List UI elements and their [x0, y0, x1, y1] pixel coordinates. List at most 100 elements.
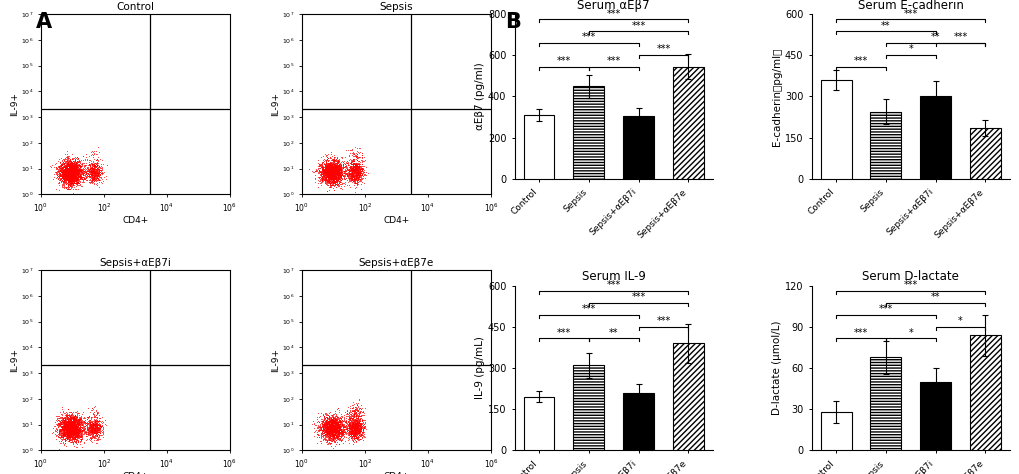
Point: [90, 165, 106, 173]
Point: [68, 159, 85, 167]
Point: [350, 423, 366, 430]
Point: [63, 178, 79, 185]
Point: [317, 164, 333, 172]
Point: [351, 145, 367, 152]
Point: [58, 420, 74, 428]
Point: [324, 166, 340, 173]
Point: [320, 425, 336, 433]
Point: [49, 426, 65, 433]
Point: [73, 169, 90, 177]
Point: [322, 420, 338, 428]
Point: [59, 147, 75, 155]
Point: [66, 165, 83, 173]
Point: [350, 166, 366, 174]
Point: [59, 177, 75, 185]
Point: [86, 429, 102, 437]
Point: [323, 422, 339, 430]
Point: [61, 430, 77, 438]
Point: [326, 417, 342, 424]
Point: [322, 163, 338, 171]
Point: [320, 427, 336, 435]
Point: [318, 428, 334, 436]
Point: [85, 177, 101, 184]
Point: [332, 428, 348, 435]
Point: [74, 424, 91, 432]
Point: [70, 429, 87, 437]
Point: [63, 168, 79, 176]
Point: [64, 424, 81, 432]
Point: [62, 164, 78, 172]
Point: [74, 160, 91, 167]
Point: [326, 424, 342, 432]
Point: [67, 438, 84, 446]
Point: [325, 171, 341, 178]
Point: [87, 427, 103, 434]
Point: [51, 164, 67, 172]
Point: [86, 169, 102, 176]
Point: [321, 419, 337, 427]
Point: [328, 431, 344, 438]
Point: [323, 423, 339, 430]
Point: [329, 168, 345, 175]
Point: [89, 432, 105, 439]
Point: [65, 420, 82, 428]
Point: [72, 431, 89, 438]
Point: [325, 421, 341, 429]
Point: [342, 415, 359, 423]
Point: [63, 150, 79, 157]
Point: [57, 170, 73, 177]
Point: [330, 414, 346, 422]
Point: [325, 157, 341, 165]
Point: [59, 428, 75, 435]
Point: [357, 422, 373, 430]
Point: [332, 174, 348, 182]
Point: [75, 438, 92, 446]
Point: [84, 428, 100, 436]
Point: [64, 167, 81, 174]
Point: [68, 427, 85, 435]
Point: [329, 421, 345, 429]
Point: [328, 158, 344, 165]
Point: [59, 429, 75, 437]
Point: [65, 420, 82, 428]
Point: [317, 173, 333, 181]
Point: [62, 412, 78, 420]
Point: [352, 422, 368, 429]
Point: [310, 426, 326, 434]
Point: [91, 169, 107, 176]
Point: [70, 175, 87, 182]
Point: [64, 420, 81, 428]
Point: [347, 409, 364, 416]
Point: [348, 427, 365, 434]
Point: [325, 422, 341, 430]
Point: [348, 406, 365, 413]
Point: [325, 418, 341, 425]
Point: [326, 151, 342, 158]
Point: [58, 432, 74, 439]
Point: [329, 165, 345, 173]
Text: *: *: [908, 44, 912, 54]
Point: [62, 177, 78, 185]
Point: [317, 177, 333, 184]
Point: [64, 420, 81, 428]
Point: [88, 163, 104, 171]
Point: [318, 423, 334, 431]
Point: [70, 428, 87, 436]
Point: [351, 168, 367, 176]
Point: [69, 409, 86, 417]
Point: [52, 413, 68, 421]
Point: [58, 170, 74, 178]
Point: [332, 413, 348, 420]
Point: [341, 420, 358, 428]
Point: [346, 426, 363, 434]
Point: [85, 430, 101, 438]
Point: [62, 163, 78, 171]
Point: [319, 428, 335, 436]
Point: [314, 431, 330, 439]
Point: [87, 165, 103, 173]
Point: [59, 154, 75, 161]
Point: [318, 436, 334, 444]
Point: [64, 417, 81, 425]
Point: [85, 421, 101, 429]
Point: [60, 173, 76, 180]
